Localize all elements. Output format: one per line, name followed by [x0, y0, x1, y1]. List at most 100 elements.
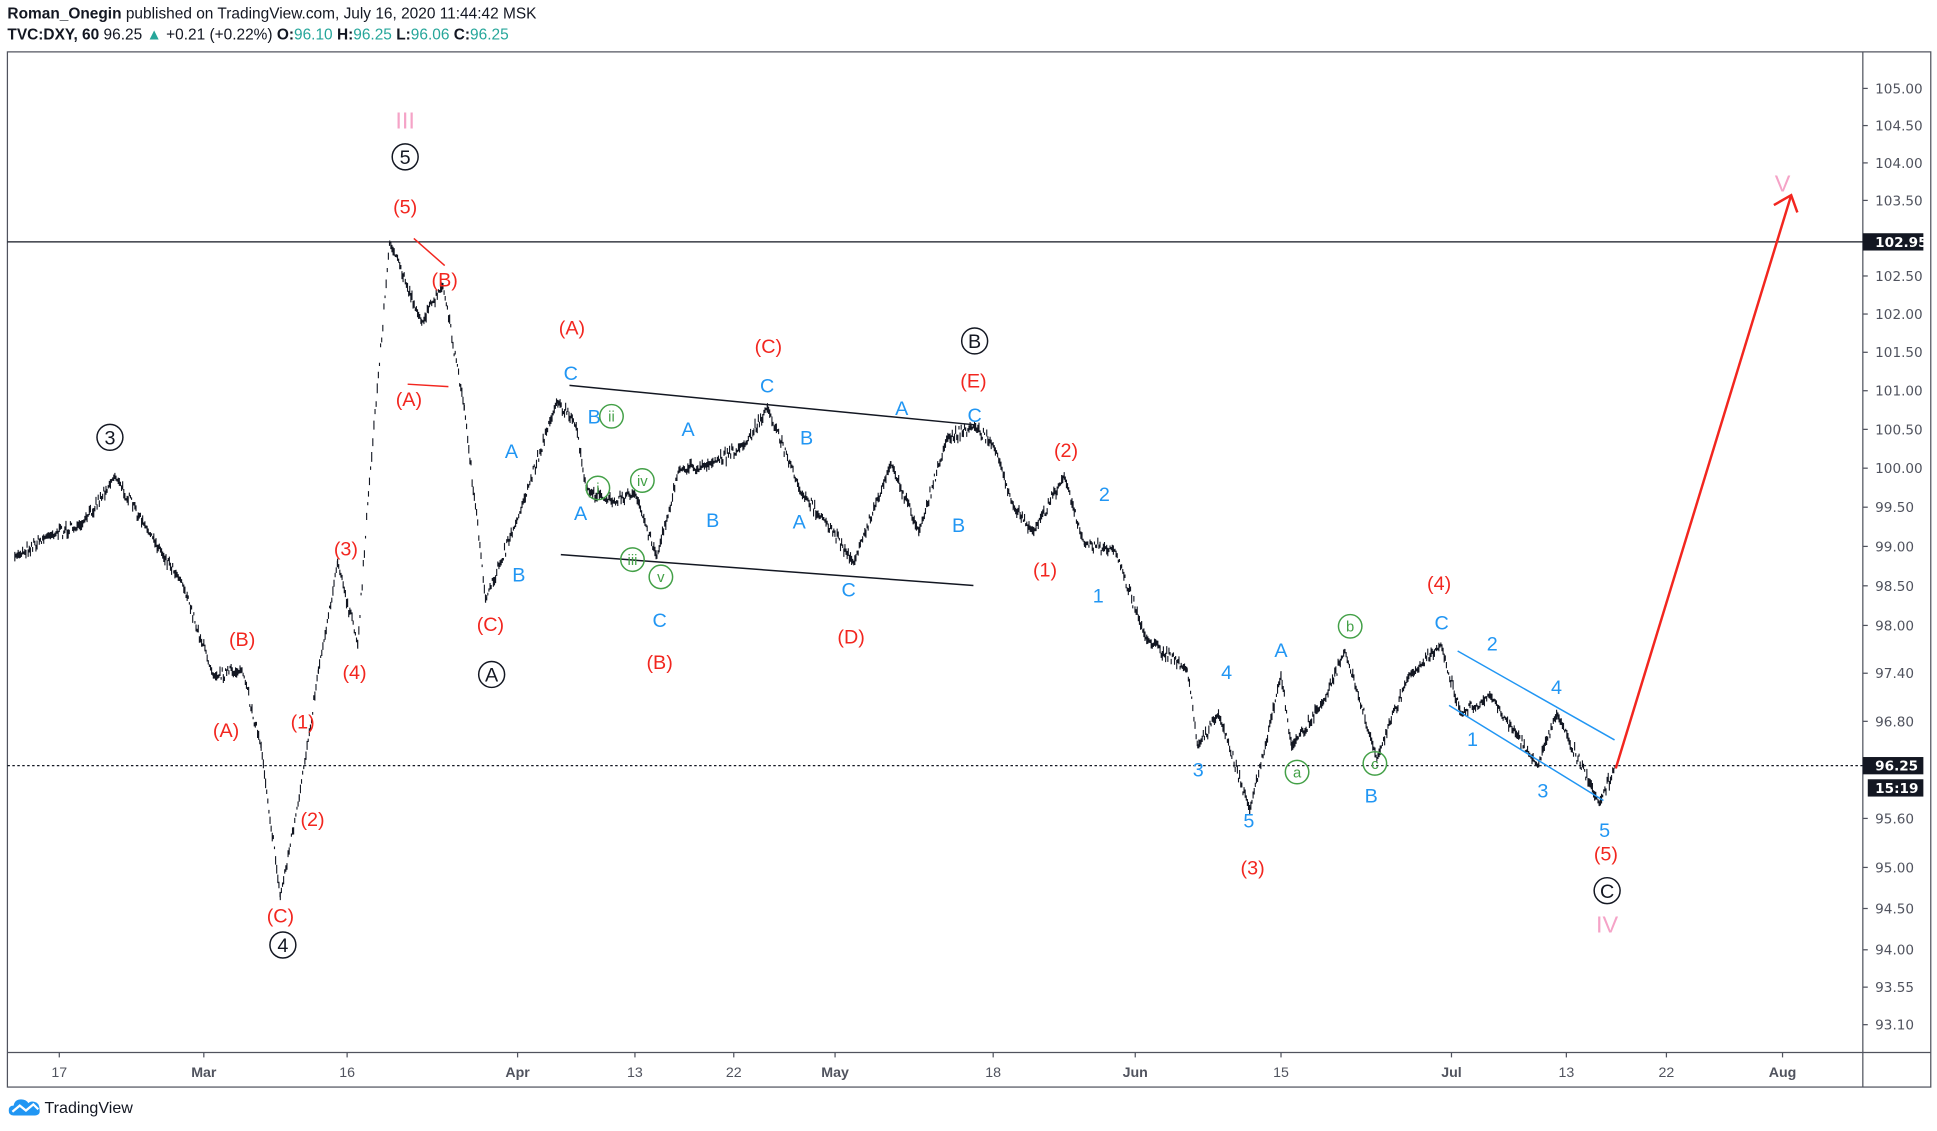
- time-tick-label: 22: [726, 1065, 742, 1081]
- wave-label-red: (5): [393, 196, 417, 218]
- wave-label-green: iii: [619, 547, 645, 573]
- price-tick-label: 101.50: [1875, 345, 1923, 361]
- time-tick-label: Aug: [1769, 1065, 1797, 1081]
- wave-label-blue: A: [793, 511, 807, 533]
- wave-label-text: (3): [1241, 857, 1265, 879]
- price-tick-label: 99.00: [1875, 539, 1914, 555]
- author-name[interactable]: Roman_Onegin: [7, 4, 122, 23]
- wave-label-text: (B): [432, 269, 458, 291]
- wave-label-blue: 4: [1221, 662, 1232, 684]
- price-tick-label: 102.50: [1875, 269, 1923, 285]
- wave-label-red: (1): [1033, 560, 1057, 582]
- wave-label-blue: B: [706, 510, 719, 532]
- price-tick-label: 95.00: [1875, 860, 1914, 876]
- wave-circle-icon: [1284, 759, 1310, 785]
- low-value: 96.06: [410, 25, 450, 44]
- red-trendline: [413, 237, 446, 267]
- price-tick-label: 104.00: [1875, 156, 1923, 172]
- tradingview-cloud-icon: [8, 1099, 40, 1116]
- wave-circle-icon: [1593, 876, 1621, 905]
- tradingview-logo[interactable]: TradingView: [8, 1097, 133, 1117]
- wave-circle-icon: [648, 564, 674, 590]
- wave-circle-icon: [1362, 750, 1388, 776]
- wave-label-text: iii: [628, 553, 638, 569]
- wave-label-blue: B: [588, 406, 601, 428]
- time-tick-label: May: [821, 1065, 849, 1081]
- wave-label-text: (4): [342, 662, 366, 684]
- wave-label-text: A: [485, 665, 499, 687]
- wave-circle-icon: [585, 475, 611, 501]
- price-tick-label: 99.50: [1875, 500, 1914, 516]
- price-tick-label: 105.00: [1875, 81, 1923, 97]
- wave-label-text: (A): [213, 720, 239, 742]
- wave-label-red: (E): [960, 371, 986, 393]
- high-label: H:: [336, 25, 354, 44]
- wave-label-text: (D): [837, 626, 864, 648]
- triangle-channel-lower: [560, 553, 974, 587]
- wave-label-text: i: [596, 481, 599, 497]
- wave-label-blue: 2: [1099, 484, 1110, 506]
- wave-label-blue: 5: [1243, 810, 1254, 832]
- price-tick-label: 95.60: [1875, 811, 1914, 827]
- wave-label-red: (B): [229, 629, 255, 651]
- wave-label-text: C: [842, 579, 856, 601]
- wave-label-blue: 4: [1551, 677, 1562, 699]
- time-tick-label: 22: [1659, 1065, 1675, 1081]
- wave-label-text: B: [706, 510, 719, 532]
- wave-label-blue: A: [895, 398, 909, 420]
- wave-label-blue: 3: [1193, 760, 1204, 782]
- wave-label-text: III: [395, 107, 415, 133]
- wave-label-text: (2): [1054, 440, 1078, 462]
- price-tick-label: 98.00: [1875, 618, 1914, 634]
- wave-label-green: ii: [598, 403, 624, 429]
- wave-circle-icon: [269, 931, 297, 959]
- wave-label-blue: B: [800, 427, 813, 449]
- wave-label-green: b: [1337, 613, 1363, 639]
- time-tick-label: 13: [1558, 1065, 1574, 1081]
- wave-label-text: 5: [400, 147, 411, 169]
- wave-label-black: 3: [96, 423, 124, 452]
- price-tick-label: 94.00: [1875, 943, 1914, 959]
- price-tick-label: 104.50: [1875, 119, 1923, 135]
- price-tick-label: 101.00: [1875, 384, 1923, 400]
- time-tick-label: 17: [51, 1065, 67, 1081]
- wave-label-red: (B): [646, 652, 672, 674]
- wave-label-red: (1): [291, 712, 315, 734]
- price-bars: [14, 240, 1616, 901]
- level-price-badge: 102.95: [1875, 235, 1927, 251]
- wave-label-blue: C: [842, 579, 856, 601]
- wave-label-pink: IV: [1596, 911, 1619, 937]
- wave-label-text: (C): [267, 905, 294, 927]
- last-price-badge: 96.25: [1875, 759, 1918, 775]
- wave-label-green: v: [648, 564, 674, 590]
- wave-label-text: v: [657, 570, 665, 586]
- wave-label-text: C: [653, 610, 667, 632]
- wave-label-blue: C: [1434, 613, 1448, 635]
- wave-label-text: (3): [334, 539, 358, 561]
- close-label: C:: [453, 25, 471, 44]
- wave-label-red: (C): [267, 905, 294, 927]
- level-price-badge-bg: [1862, 233, 1924, 251]
- wave-label-text: (5): [1594, 844, 1618, 866]
- wave-label-text: (C): [477, 614, 504, 636]
- wave-circle-icon: [1337, 613, 1363, 639]
- wave-label-text: (2): [300, 809, 324, 831]
- wave-label-text: (C): [755, 336, 782, 358]
- wave-label-text: 1: [1093, 586, 1104, 608]
- wave-label-red: (2): [1054, 440, 1078, 462]
- wave-label-red: (A): [213, 720, 239, 742]
- wave-label-blue: A: [574, 503, 588, 525]
- wave-label-text: 1: [1467, 729, 1478, 751]
- red-trendline: [407, 383, 449, 388]
- wave-label-text: V: [1775, 170, 1791, 196]
- wave-label-text: (B): [229, 629, 255, 651]
- wave-label-text: (A): [396, 389, 422, 411]
- wave-label-red: (A): [396, 389, 422, 411]
- wave-label-red: (A): [559, 317, 585, 339]
- low-label: L:: [396, 25, 411, 44]
- close-value: 96.25: [470, 25, 509, 44]
- wave-label-black: C: [1593, 876, 1621, 905]
- price-tick-label: 97.40: [1875, 666, 1914, 682]
- wave-label-red: (3): [334, 539, 358, 561]
